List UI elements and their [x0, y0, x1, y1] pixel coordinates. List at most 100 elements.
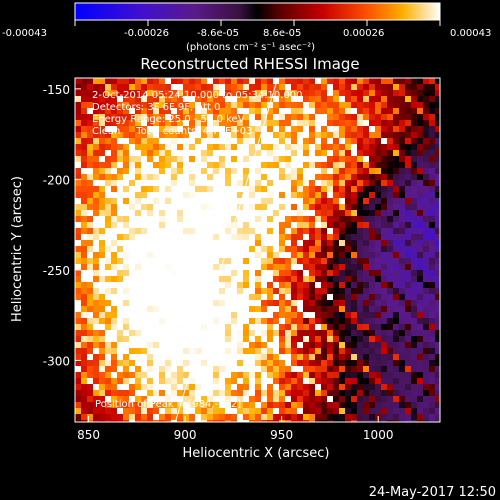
heatmap-cell	[195, 276, 202, 283]
heatmap-cell	[333, 180, 340, 187]
heatmap-cell	[75, 312, 82, 319]
heatmap-cell	[135, 258, 142, 265]
heatmap-cell	[351, 168, 358, 175]
heatmap-cell	[297, 132, 304, 139]
heatmap-cell	[381, 252, 388, 259]
heatmap-cell	[141, 78, 148, 85]
heatmap-cell	[393, 294, 400, 301]
heatmap-cell	[345, 150, 352, 157]
heatmap-cell	[267, 288, 274, 295]
heatmap-cell	[213, 402, 220, 409]
heatmap-cell	[141, 372, 148, 379]
heatmap-cell	[399, 102, 406, 109]
heatmap-cell	[207, 174, 214, 181]
heatmap-cell	[399, 276, 406, 283]
heatmap-cell	[327, 378, 334, 385]
heatmap-cell	[363, 96, 370, 103]
heatmap-cell	[393, 336, 400, 343]
heatmap-cell	[213, 102, 220, 109]
heatmap-cell	[195, 240, 202, 247]
heatmap-cell	[399, 150, 406, 157]
heatmap-cell	[309, 192, 316, 199]
heatmap-cell	[231, 186, 238, 193]
heatmap-cell	[213, 312, 220, 319]
heatmap-cell	[117, 228, 124, 235]
heatmap-cell	[219, 90, 226, 97]
heatmap-cell	[165, 228, 172, 235]
heatmap-cell	[177, 234, 184, 241]
heatmap-cell	[399, 348, 406, 355]
heatmap-cell	[147, 222, 154, 229]
heatmap-cell	[177, 414, 184, 421]
heatmap-cell	[291, 360, 298, 367]
heatmap-cell	[429, 288, 436, 295]
heatmap-cell	[291, 366, 298, 373]
heatmap-cell	[297, 318, 304, 325]
heatmap-cell	[291, 282, 298, 289]
heatmap-cell	[87, 168, 94, 175]
heatmap-cell	[285, 78, 292, 85]
heatmap-cell	[363, 198, 370, 205]
heatmap-cell	[201, 366, 208, 373]
heatmap-cell	[393, 300, 400, 307]
heatmap-cell	[207, 240, 214, 247]
heatmap-cell	[393, 204, 400, 211]
heatmap-cell	[267, 132, 274, 139]
heatmap-cell	[183, 90, 190, 97]
heatmap-cell	[111, 168, 118, 175]
heatmap-cell	[99, 390, 106, 397]
heatmap-cell	[345, 258, 352, 265]
heatmap-cell	[375, 192, 382, 199]
heatmap-cell	[81, 240, 88, 247]
heatmap-cell	[327, 396, 334, 403]
heatmap-cell	[333, 270, 340, 277]
heatmap-cell	[297, 252, 304, 259]
heatmap-cell	[417, 372, 424, 379]
heatmap-cell	[333, 282, 340, 289]
heatmap-cell	[261, 210, 268, 217]
heatmap-cell	[75, 144, 82, 151]
heatmap-cell	[435, 84, 440, 91]
heatmap-cell	[201, 132, 208, 139]
heatmap-cell	[93, 120, 100, 127]
heatmap-cell	[411, 102, 418, 109]
heatmap-cell	[189, 78, 196, 85]
heatmap-cell	[273, 186, 280, 193]
heatmap-cell	[111, 414, 118, 421]
heatmap-cell	[201, 348, 208, 355]
heatmap-cell	[243, 228, 250, 235]
heatmap-cell	[291, 330, 298, 337]
heatmap-cell	[249, 420, 256, 422]
heatmap-cell	[201, 294, 208, 301]
heatmap-cell	[159, 138, 166, 145]
heatmap-cell	[363, 270, 370, 277]
heatmap-cell	[399, 360, 406, 367]
heatmap-cell	[273, 198, 280, 205]
heatmap-cell	[231, 120, 238, 127]
heatmap-cell	[165, 216, 172, 223]
heatmap-cell	[381, 198, 388, 205]
heatmap-cell	[327, 210, 334, 217]
heatmap-cell	[99, 252, 106, 259]
heatmap-cell	[165, 120, 172, 127]
heatmap-cell	[81, 180, 88, 187]
annotation-detectors: Detectors: 3F 6F 9F, Att 0	[92, 102, 220, 113]
heatmap-cell	[129, 84, 136, 91]
heatmap-cell	[375, 186, 382, 193]
heatmap-cell	[387, 240, 394, 247]
heatmap-cell	[177, 90, 184, 97]
heatmap-cell	[195, 150, 202, 157]
heatmap-cell	[339, 126, 346, 133]
heatmap-cell	[291, 420, 298, 422]
heatmap-cell	[237, 180, 244, 187]
heatmap-cell	[369, 336, 376, 343]
heatmap-cell	[159, 306, 166, 313]
heatmap-cell	[129, 180, 136, 187]
heatmap-cell	[345, 114, 352, 121]
heatmap-cell	[153, 318, 160, 325]
heatmap-cell	[255, 108, 262, 115]
heatmap-cell	[363, 84, 370, 91]
heatmap-cell	[93, 342, 100, 349]
heatmap-cell	[255, 360, 262, 367]
heatmap-cell	[87, 240, 94, 247]
